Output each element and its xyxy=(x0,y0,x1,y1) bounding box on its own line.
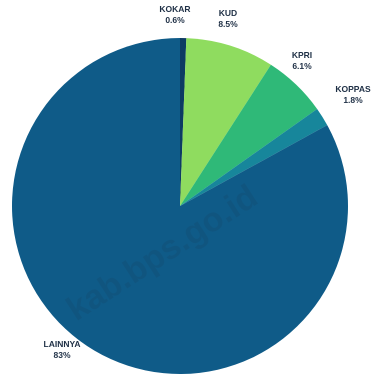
slice-value-lainnya: 83% xyxy=(53,350,70,360)
pie-slices xyxy=(11,38,348,374)
slice-value-kokar: 0.6% xyxy=(165,15,185,25)
slice-value-kud: 8.5% xyxy=(218,19,238,29)
pie-slice-kokar xyxy=(180,38,187,206)
slice-name-koppas: KOPPAS xyxy=(335,84,371,94)
slice-value-kpri: 6.1% xyxy=(292,61,312,71)
slice-name-kud: KUD xyxy=(219,8,237,18)
pie-slice-kpri xyxy=(180,64,318,206)
slice-name-lainnya: LAINNYA xyxy=(44,339,81,349)
pie-slice-koppas xyxy=(180,108,328,206)
slice-value-koppas: 1.8% xyxy=(343,95,363,105)
pie-slice-kud xyxy=(180,38,271,207)
slice-name-kokar: KOKAR xyxy=(159,4,190,14)
pie-slice-lainnya xyxy=(11,38,348,374)
slice-name-kpri: KPRI xyxy=(292,50,312,60)
